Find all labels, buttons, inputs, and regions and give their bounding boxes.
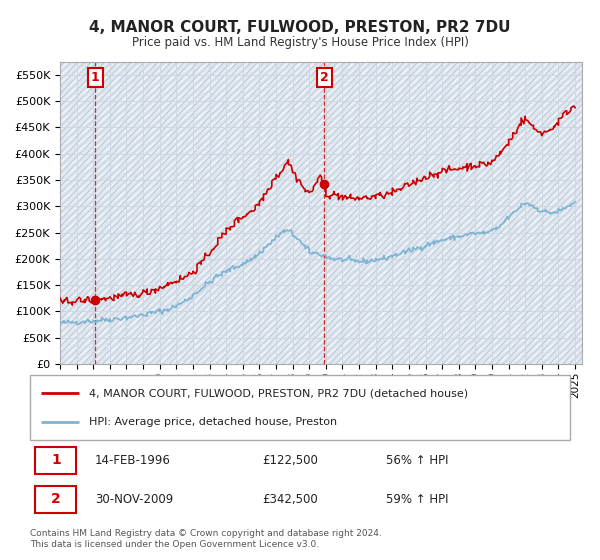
Text: HPI: Average price, detached house, Preston: HPI: Average price, detached house, Pres… bbox=[89, 417, 338, 427]
Text: £342,500: £342,500 bbox=[262, 493, 318, 506]
Text: 59% ↑ HPI: 59% ↑ HPI bbox=[386, 493, 449, 506]
Text: 4, MANOR COURT, FULWOOD, PRESTON, PR2 7DU (detached house): 4, MANOR COURT, FULWOOD, PRESTON, PR2 7D… bbox=[89, 388, 469, 398]
Text: 2: 2 bbox=[51, 492, 61, 506]
FancyBboxPatch shape bbox=[35, 447, 76, 474]
Text: 1: 1 bbox=[51, 453, 61, 467]
Text: 4, MANOR COURT, FULWOOD, PRESTON, PR2 7DU: 4, MANOR COURT, FULWOOD, PRESTON, PR2 7D… bbox=[89, 20, 511, 35]
Text: Contains HM Land Registry data © Crown copyright and database right 2024.
This d: Contains HM Land Registry data © Crown c… bbox=[30, 529, 382, 549]
Text: 14-FEB-1996: 14-FEB-1996 bbox=[95, 454, 170, 467]
Text: 56% ↑ HPI: 56% ↑ HPI bbox=[386, 454, 449, 467]
Text: Price paid vs. HM Land Registry's House Price Index (HPI): Price paid vs. HM Land Registry's House … bbox=[131, 36, 469, 49]
FancyBboxPatch shape bbox=[30, 375, 570, 440]
Text: 1: 1 bbox=[91, 71, 100, 84]
FancyBboxPatch shape bbox=[35, 486, 76, 513]
Text: 30-NOV-2009: 30-NOV-2009 bbox=[95, 493, 173, 506]
Text: 2: 2 bbox=[320, 71, 329, 84]
Text: £122,500: £122,500 bbox=[262, 454, 318, 467]
